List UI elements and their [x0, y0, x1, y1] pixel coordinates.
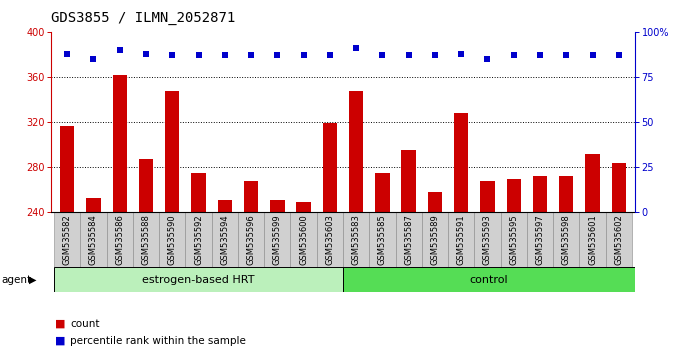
Bar: [317, 212, 343, 267]
Bar: [185, 212, 212, 267]
Text: GSM535593: GSM535593: [483, 214, 492, 265]
Text: GSM535589: GSM535589: [430, 214, 440, 265]
Text: GSM535600: GSM535600: [299, 214, 308, 265]
Text: ■: ■: [55, 319, 65, 329]
Bar: [54, 212, 80, 267]
Bar: [191, 173, 206, 354]
Bar: [80, 212, 106, 267]
Text: GSM535599: GSM535599: [273, 214, 282, 265]
Text: GSM535583: GSM535583: [352, 214, 361, 265]
Bar: [369, 212, 396, 267]
Bar: [533, 176, 547, 354]
Point: [456, 51, 466, 56]
Bar: [264, 212, 290, 267]
Bar: [106, 212, 133, 267]
Bar: [506, 178, 521, 354]
Bar: [606, 212, 632, 267]
Text: GSM535584: GSM535584: [89, 214, 98, 265]
Text: GSM535586: GSM535586: [115, 214, 124, 265]
Text: ▶: ▶: [29, 275, 36, 285]
Text: GDS3855 / ILMN_2052871: GDS3855 / ILMN_2052871: [51, 11, 236, 25]
Point: [62, 51, 73, 56]
Text: GSM535602: GSM535602: [614, 214, 624, 265]
Bar: [474, 212, 501, 267]
Text: GSM535595: GSM535595: [509, 214, 518, 265]
Text: GSM535594: GSM535594: [220, 214, 229, 265]
Bar: [296, 202, 311, 354]
Text: GSM535591: GSM535591: [457, 214, 466, 265]
Bar: [322, 123, 337, 354]
Point: [115, 47, 126, 53]
Bar: [611, 163, 626, 354]
Text: estrogen-based HRT: estrogen-based HRT: [142, 275, 255, 285]
Text: count: count: [70, 319, 99, 329]
Text: GSM535588: GSM535588: [141, 214, 150, 265]
Bar: [212, 212, 238, 267]
Point: [482, 56, 493, 62]
Point: [351, 45, 362, 51]
Point: [193, 52, 204, 58]
Bar: [238, 212, 264, 267]
Bar: [580, 212, 606, 267]
Text: GSM535582: GSM535582: [62, 214, 72, 265]
Bar: [159, 212, 185, 267]
Bar: [290, 212, 317, 267]
Text: GSM535585: GSM535585: [378, 214, 387, 265]
Bar: [349, 91, 364, 354]
Point: [324, 52, 335, 58]
Bar: [401, 150, 416, 354]
Text: agent: agent: [1, 275, 32, 285]
Bar: [343, 267, 635, 292]
Bar: [501, 212, 527, 267]
Bar: [427, 192, 442, 354]
Bar: [448, 212, 474, 267]
Point: [141, 51, 152, 56]
Point: [298, 52, 309, 58]
Text: GSM535598: GSM535598: [562, 214, 571, 265]
Point: [403, 52, 414, 58]
Text: control: control: [469, 275, 508, 285]
Bar: [86, 198, 101, 354]
Bar: [559, 176, 573, 354]
Bar: [270, 200, 285, 354]
Point: [534, 52, 545, 58]
Point: [377, 52, 388, 58]
Text: percentile rank within the sample: percentile rank within the sample: [70, 336, 246, 346]
Bar: [480, 181, 495, 354]
Point: [429, 52, 440, 58]
Text: GSM535603: GSM535603: [325, 214, 334, 265]
Point: [508, 52, 519, 58]
Bar: [113, 75, 127, 354]
Point: [246, 52, 257, 58]
Bar: [165, 91, 180, 354]
Bar: [375, 173, 390, 354]
Text: GSM535590: GSM535590: [168, 214, 177, 265]
Text: GSM535601: GSM535601: [588, 214, 597, 265]
Point: [220, 52, 230, 58]
Text: GSM535596: GSM535596: [246, 214, 256, 265]
Bar: [133, 212, 159, 267]
Bar: [585, 154, 600, 354]
Point: [587, 52, 598, 58]
Bar: [527, 212, 553, 267]
Bar: [553, 212, 580, 267]
Point: [272, 52, 283, 58]
Text: GSM535597: GSM535597: [536, 214, 545, 265]
Bar: [244, 181, 259, 354]
Bar: [54, 267, 343, 292]
Point: [167, 52, 178, 58]
Bar: [396, 212, 422, 267]
Point: [560, 52, 571, 58]
Bar: [217, 200, 232, 354]
Text: GSM535587: GSM535587: [404, 214, 413, 265]
Text: ■: ■: [55, 336, 65, 346]
Bar: [422, 212, 448, 267]
Bar: [343, 212, 369, 267]
Text: GSM535592: GSM535592: [194, 214, 203, 265]
Point: [88, 56, 99, 62]
Bar: [60, 126, 75, 354]
Bar: [139, 159, 153, 354]
Point: [613, 52, 624, 58]
Bar: [454, 113, 469, 354]
